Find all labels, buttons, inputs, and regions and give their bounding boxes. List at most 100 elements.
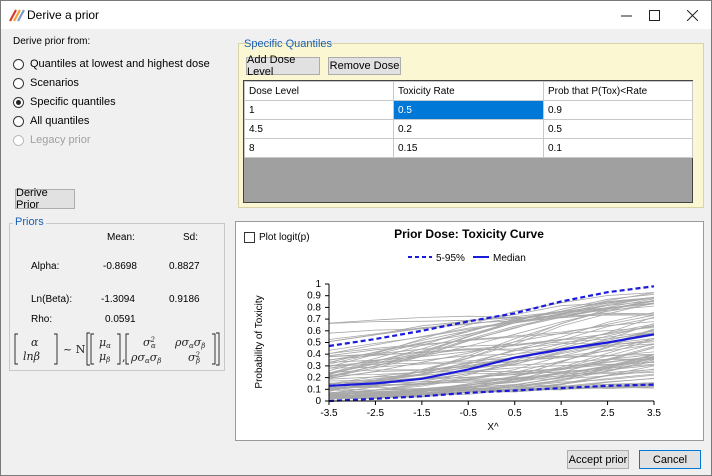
grid-cell[interactable]: 8 [244, 138, 394, 158]
grid-cell[interactable]: 0.5 [543, 119, 693, 139]
sample-curve [328, 332, 655, 357]
x-tick-label: 0.5 [508, 408, 522, 419]
derive-prior-button[interactable]: Derive Prior [15, 187, 75, 211]
y-tick-label: 0.2 [307, 373, 321, 384]
beta-label: Ln(Beta): [31, 294, 73, 305]
column-header: Prob that P(Tox)<Rate [543, 81, 693, 101]
radio-label: All quantiles [30, 115, 90, 127]
chart-series [328, 285, 655, 403]
column-header: Toxicity Rate [393, 81, 544, 101]
svg-text:,: , [122, 351, 126, 364]
y-tick-label: 0.1 [307, 384, 321, 395]
series-5-95-line [328, 285, 655, 348]
minimize-button[interactable] [609, 1, 643, 29]
y-tick-label: 0.6 [307, 326, 321, 337]
priors-group [9, 223, 225, 371]
svg-text:~ N: ~ N [63, 343, 86, 356]
add-dose-level-button[interactable]: Add Dose Level [246, 54, 320, 78]
sample-curve [328, 361, 655, 376]
series-5-95-line [328, 383, 655, 403]
grid-cell[interactable]: 0.15 [393, 138, 544, 158]
sample-curve [328, 302, 655, 392]
sample-curve [328, 339, 655, 385]
beta-mean: -1.3094 [101, 294, 135, 305]
chart-axes: 00.10.20.30.40.50.60.70.80.91-3.5 -2.5 -1.… [307, 279, 661, 419]
grid-cell-selected[interactable]: 0.5 [393, 100, 544, 120]
radio-scenarios[interactable]: Scenarios [13, 77, 79, 89]
svg-text:σ2β: σ2 β [188, 351, 201, 365]
table-row: 1 0.5 0.9 [244, 100, 693, 120]
y-tick-label: 0.9 [307, 291, 321, 302]
x-tick-label: -3.5 [320, 408, 338, 419]
close-icon [686, 9, 698, 21]
y-tick-label: 1 [315, 279, 321, 290]
radio-button[interactable] [13, 115, 24, 127]
sample-curve [328, 330, 655, 363]
radio-all-quantiles[interactable]: All quantiles [13, 115, 89, 127]
mean-header: Mean: [107, 232, 135, 243]
remove-dose-button[interactable]: Remove Dose [328, 57, 401, 75]
x-tick-label: -1.5 [413, 408, 431, 419]
radio-specific-quantiles[interactable]: Specific quantiles [13, 96, 116, 108]
legend-label: Median [493, 253, 526, 264]
rho-value: 0.0591 [105, 314, 136, 325]
grid-cell[interactable]: 1 [244, 100, 394, 120]
radio-quantiles-lowest-highest[interactable]: Quantiles at lowest and highest dose [13, 58, 210, 70]
sample-curve [328, 362, 655, 380]
radio-button-selected[interactable] [13, 96, 24, 108]
alpha-sd: 0.8827 [169, 261, 200, 272]
radio-label: Legacy prior [30, 134, 91, 146]
accept-prior-button[interactable]: Accept prior [567, 450, 629, 469]
radio-button[interactable] [13, 77, 24, 89]
sample-curve [328, 296, 655, 377]
sample-curve [328, 303, 655, 378]
grid-cell[interactable]: 0.2 [393, 119, 544, 139]
sample-curve [328, 347, 655, 396]
svg-text:ρσασβ: ρσασβ [130, 351, 161, 365]
column-header: Dose Level [244, 81, 394, 101]
grid-cell[interactable]: 0.1 [543, 138, 693, 158]
svg-text:α: α [31, 336, 39, 349]
sample-curve [328, 357, 655, 397]
y-tick-label: 0 [315, 396, 321, 407]
plot-logit-checkbox[interactable]: Plot logit(p) [244, 232, 310, 243]
sample-curve [328, 356, 655, 399]
app-logo-icon [9, 9, 25, 22]
alpha-label: Alpha: [31, 261, 60, 272]
rho-label: Rho: [31, 314, 53, 325]
prior-distribution-formula: α lnβ ~ N μα μβ , σ2 α ρσασβ ρσασβ σ2 β [14, 332, 220, 366]
grid-cell[interactable]: 0.9 [543, 100, 693, 120]
svg-text:σ2α: σ2 α [143, 336, 156, 350]
title-bar: Derive a prior [1, 1, 711, 29]
toxicity-curve-chart: Prior Dose: Toxicity Curve 5-95% Median 0… [254, 227, 661, 433]
y-axis-label: Probability of Toxicity [254, 295, 265, 388]
cancel-button[interactable]: Cancel [639, 450, 701, 469]
close-button[interactable] [675, 1, 709, 29]
x-tick-label: 2.5 [601, 408, 615, 419]
x-tick-label: -0.5 [460, 408, 478, 419]
svg-text:lnβ: lnβ [23, 350, 40, 363]
maximize-icon [648, 9, 660, 21]
window-title: Derive a prior [27, 8, 100, 22]
maximize-button[interactable] [637, 1, 671, 29]
chart-legend: 5-95% Median [408, 253, 526, 264]
sd-header: Sd: [183, 232, 199, 243]
sample-curve [328, 354, 655, 400]
series-median-line [328, 333, 655, 387]
x-tick-label: 3.5 [647, 408, 661, 419]
grid-header-row: Dose Level Toxicity Rate Prob that P(Tox… [244, 81, 693, 101]
grid-cell[interactable]: 4.5 [244, 119, 394, 139]
sample-curve [328, 327, 655, 354]
sample-curve [328, 298, 655, 375]
radio-button[interactable] [13, 58, 24, 70]
sample-curve [328, 312, 655, 324]
sample-curve [328, 341, 655, 367]
sample-curve [328, 292, 655, 378]
radio-label: Quantiles at lowest and highest dose [30, 58, 210, 70]
radio-label: Specific quantiles [30, 96, 116, 108]
x-axis-label: X^ [487, 422, 499, 433]
sample-curve [328, 328, 655, 399]
checkbox-box[interactable] [244, 232, 255, 243]
sample-curve [328, 314, 654, 324]
